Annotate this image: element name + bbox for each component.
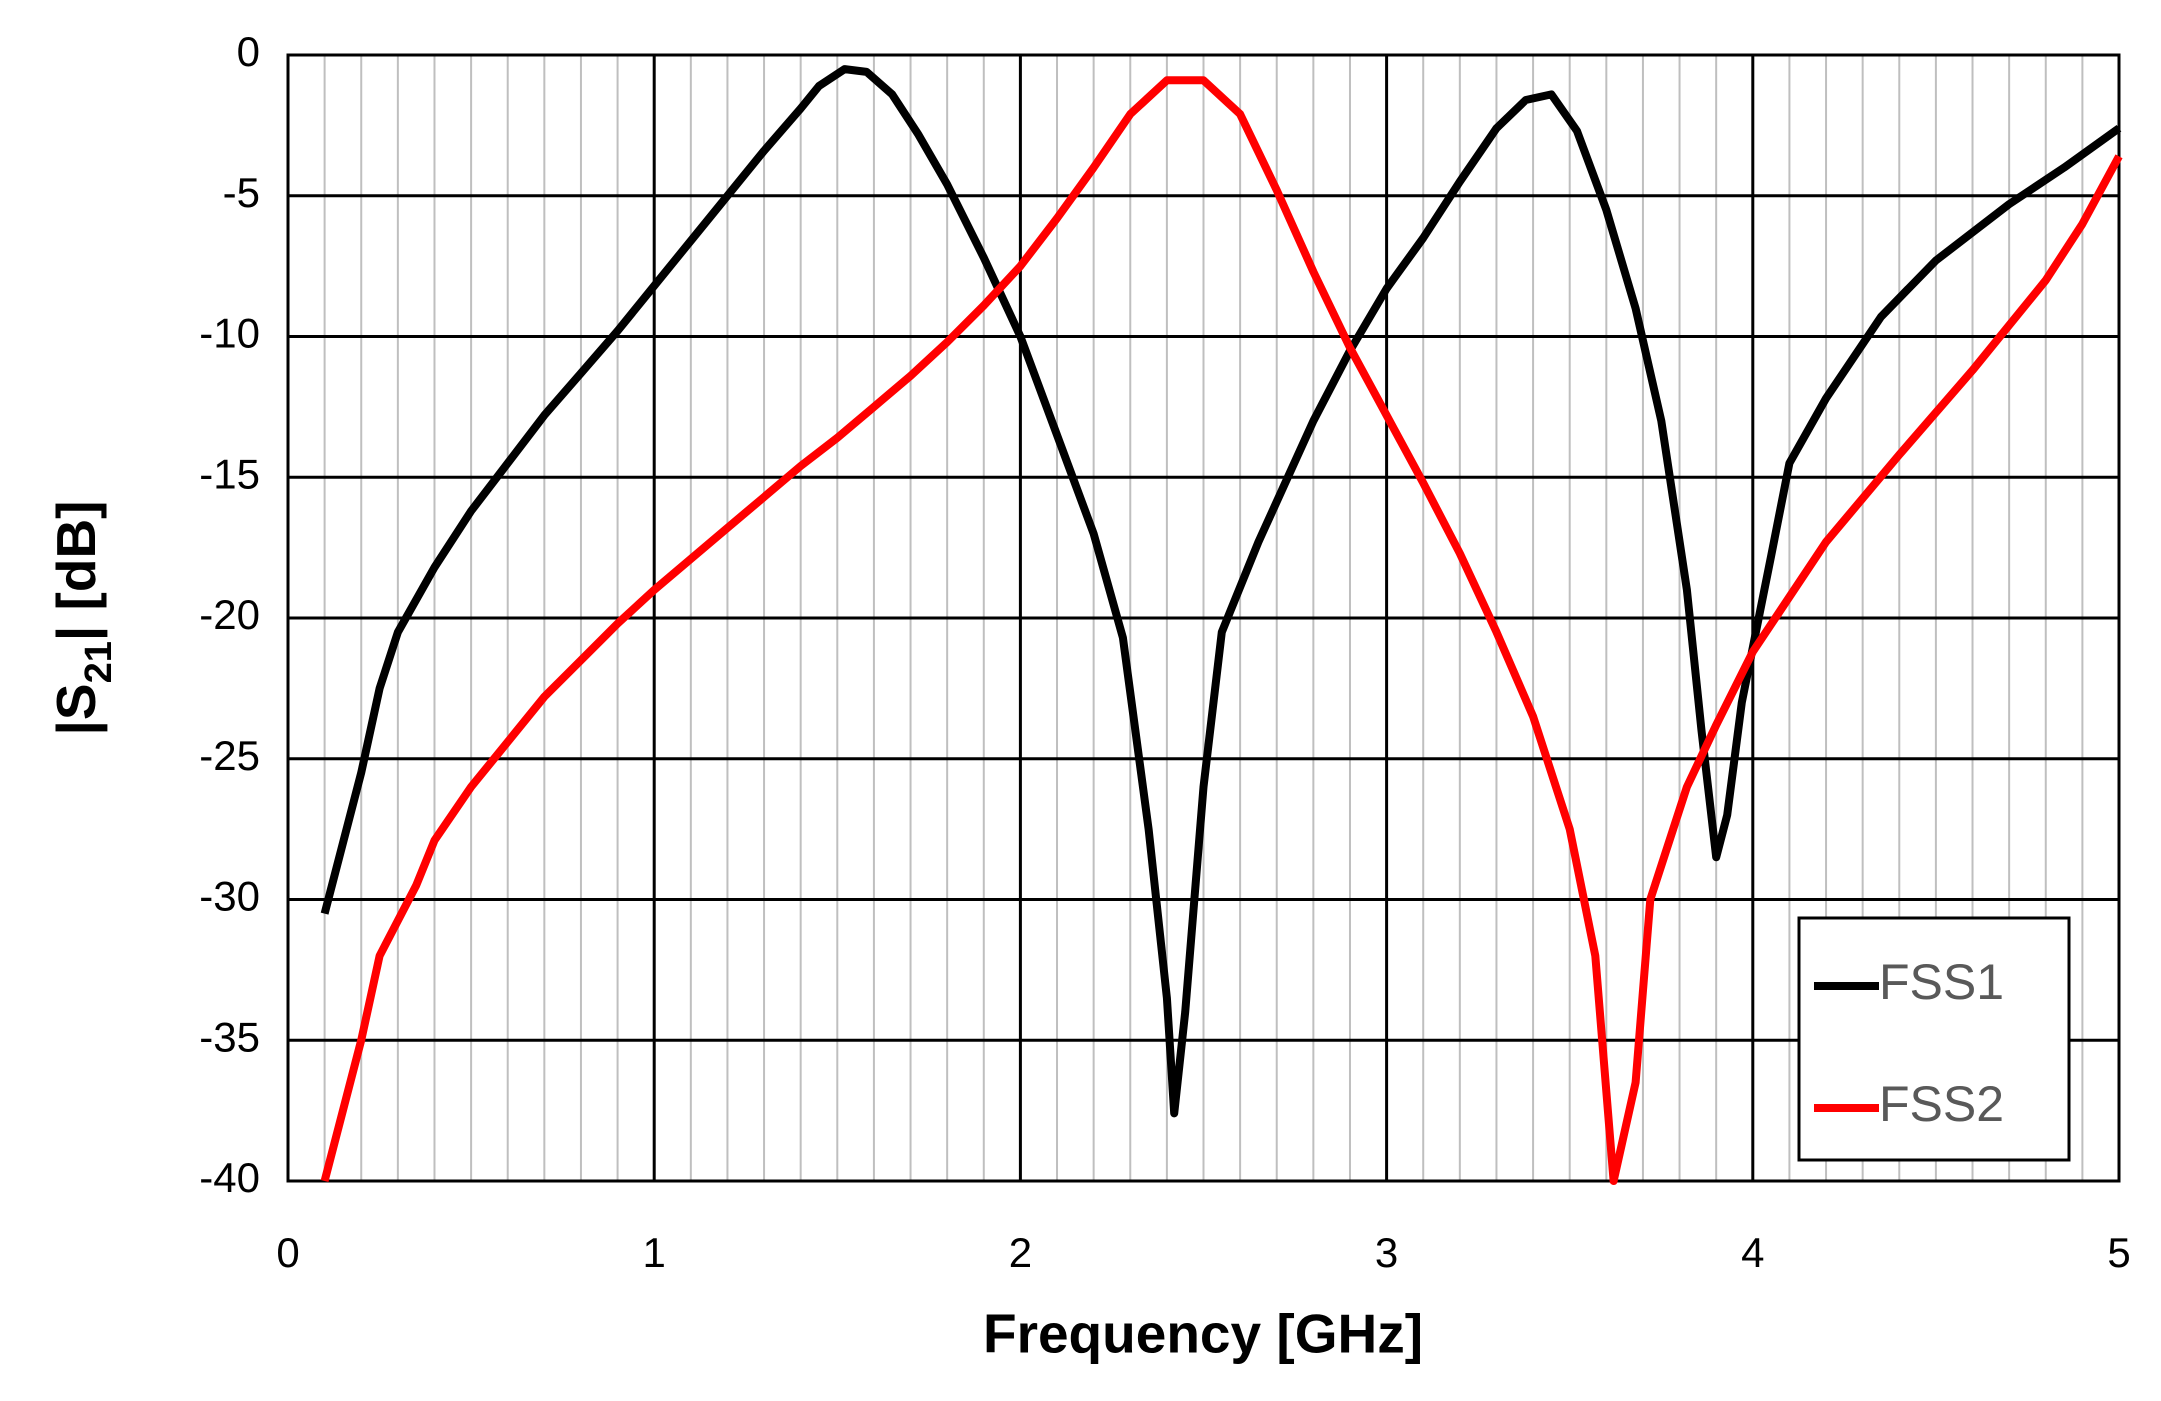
legend-box xyxy=(1797,916,2071,1162)
plot-frame xyxy=(286,53,2121,1183)
x-axis-label: Frequency [GHz] xyxy=(983,1303,1423,1365)
y-axis-label: |S21| [dB] xyxy=(45,501,121,736)
legend-label: FSS1 xyxy=(1879,954,2004,1010)
x-tick-label: 0 xyxy=(276,1229,299,1276)
y-tick-label: 0 xyxy=(237,28,260,75)
x-tick-label: 4 xyxy=(1741,1229,1764,1276)
series-line xyxy=(320,65,2122,1118)
y-tick-label: -15 xyxy=(199,450,260,497)
x-tick-label: 3 xyxy=(1375,1229,1398,1276)
x-tick-label: 5 xyxy=(2107,1229,2130,1276)
x-tick-label: 2 xyxy=(1009,1229,1032,1276)
y-tick-label: -35 xyxy=(199,1013,260,1060)
y-label-part: | [dB] xyxy=(45,501,108,642)
x-tick-label: 1 xyxy=(643,1229,666,1276)
y-tick-label: -30 xyxy=(199,873,260,920)
legend-label: FSS2 xyxy=(1879,1076,2004,1132)
y-tick-label: -5 xyxy=(223,169,260,216)
y-label-subscript: 21 xyxy=(78,641,120,683)
series-line xyxy=(320,76,2123,1185)
y-tick-label: -10 xyxy=(199,310,260,357)
y-tick-label: -25 xyxy=(199,732,260,779)
y-tick-label: -40 xyxy=(199,1154,260,1201)
y-tick-label: -20 xyxy=(199,591,260,638)
y-label-part: |S xyxy=(45,683,108,735)
